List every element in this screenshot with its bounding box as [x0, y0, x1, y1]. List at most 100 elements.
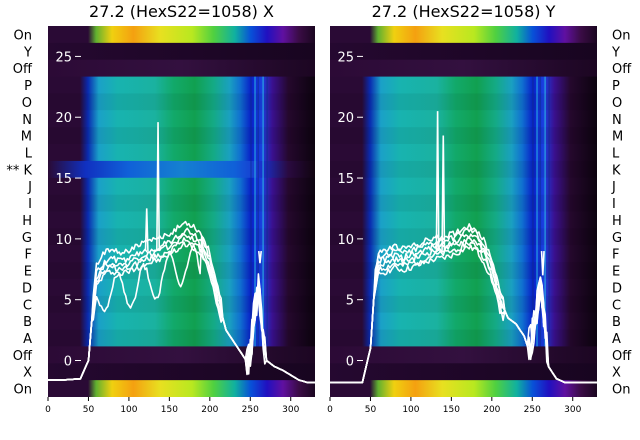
y-tick-label: 10: [337, 233, 354, 248]
row-label: I: [612, 197, 616, 212]
x-tick-label: 50: [365, 405, 377, 415]
row-label: H: [612, 214, 622, 229]
overlay-spike-3: [257, 250, 262, 264]
row-label: X: [612, 366, 621, 381]
row-label: N: [612, 113, 622, 128]
heatmap-row-l-7: [330, 144, 597, 162]
x-tick-label: 200: [483, 405, 500, 415]
y-tick-label: 25: [55, 50, 72, 65]
row-label: On: [14, 383, 32, 398]
y-tick-label: 15: [55, 172, 72, 187]
heatmap-panel-2: 27.2 (HexS22=1058) Y On Y Off PONMLKJIHGFEDC…: [327, 2, 632, 415]
heatmap-streak: [532, 76, 534, 347]
row-label: M: [21, 130, 32, 145]
row-label: E: [24, 265, 32, 280]
row-label: X: [23, 366, 32, 381]
heatmap-row-x-20: [48, 363, 315, 381]
row-label: ** K: [6, 163, 32, 178]
heatmap-row-p-3: [48, 76, 315, 95]
heatmap-row-shade: [48, 329, 315, 347]
heatmap-row-k-8: [48, 160, 315, 179]
row-label: M: [612, 130, 623, 145]
heatmap-row-j-9: [48, 177, 315, 196]
heatmap-row-c-16: [48, 295, 315, 314]
row-label: On: [14, 28, 32, 43]
row-label: N: [22, 113, 32, 128]
heatmap-streak: [254, 76, 256, 347]
x-tick-label: 200: [201, 405, 218, 415]
heatmap-row-a-18: [48, 329, 315, 348]
row-label: G: [612, 231, 622, 246]
x-tick-label: 150: [443, 405, 460, 415]
row-label: On: [612, 28, 630, 43]
heatmap-row-n-5: [48, 110, 315, 128]
overlay-lines: [330, 111, 597, 384]
x-tick-label: 100: [402, 405, 419, 415]
heatmap-row-n-5: [330, 110, 597, 128]
row-label: P: [24, 79, 32, 94]
x-tick-label: 250: [524, 405, 541, 415]
heatmap-row-shade: [330, 295, 597, 313]
heatmap-row-off-2: [48, 59, 315, 78]
heatmap-row-shade: [330, 194, 597, 212]
panel-title: 27.2 (HexS22=1058) X: [89, 2, 274, 21]
heatmap-row-j-9: [330, 177, 597, 196]
heatmap-row-h-11: [330, 211, 597, 229]
panel-title: 27.2 (HexS22=1058) Y: [372, 2, 556, 21]
row-label: Y: [23, 45, 32, 60]
heatmap-row-shade: [330, 127, 597, 145]
overlay-spike-1: [435, 111, 440, 252]
heatmap-row-b-17: [48, 312, 315, 331]
overlay-spike-3: [540, 250, 545, 276]
y-tick-label: 0: [64, 355, 72, 370]
heatmap-row-shade: [330, 160, 597, 178]
heatmap-row-o-4: [48, 93, 315, 111]
row-label: J: [27, 180, 32, 195]
heatmap-row-shade: [330, 329, 597, 347]
row-label: O: [22, 96, 32, 111]
row-label: I: [28, 197, 32, 212]
heatmap-row-shade: [48, 93, 315, 111]
y-tick-label: 15: [337, 172, 354, 187]
x-tick-label: 250: [242, 405, 259, 415]
heatmap-row-c-16: [330, 295, 597, 314]
row-label: H: [22, 214, 32, 229]
x-tick-label: 0: [327, 405, 333, 415]
row-label: A: [612, 332, 621, 347]
heatmap-streak: [536, 76, 538, 347]
heatmap-streak: [250, 76, 252, 347]
heatmap-row-shade: [48, 194, 315, 212]
heatmap-row-shade: [48, 295, 315, 313]
heatmap-row-d-15: [330, 278, 597, 297]
heatmap-streak: [539, 76, 541, 347]
heatmap-row-shade: [48, 262, 315, 279]
row-label: Off: [612, 62, 632, 77]
x-tick-label: 0: [45, 405, 51, 415]
row-label: G: [22, 231, 32, 246]
heatmap-row-l-7: [48, 144, 315, 162]
row-label: F: [25, 248, 32, 263]
row-label: Off: [612, 349, 632, 364]
heatmap-row-i-10: [330, 194, 597, 213]
heatmap-streak: [266, 76, 268, 347]
row-label: Off: [13, 62, 33, 77]
heatmap-row-on-21: [330, 380, 597, 397]
row-label: On: [612, 383, 630, 398]
row-label: L: [25, 146, 33, 161]
overlay-lines: [48, 122, 315, 384]
heatmap-streak: [548, 76, 550, 347]
heatmap-row-y-1: [48, 42, 315, 61]
row-label: L: [612, 146, 620, 161]
y-tick-label: 0: [346, 355, 354, 370]
heatmap-row-d-15: [48, 278, 315, 297]
heatmap-row-o-4: [330, 93, 597, 111]
heatmap-row-on-0: [330, 26, 597, 44]
row-label: J: [611, 180, 616, 195]
row-label: C: [23, 298, 32, 313]
row-label: Y: [611, 45, 620, 60]
heatmap-row-on-0: [48, 26, 315, 44]
heatmap-row-h-11: [48, 211, 315, 229]
x-tick-label: 300: [564, 405, 581, 415]
heatmap-row-shade: [330, 262, 597, 279]
row-label: D: [22, 281, 32, 296]
